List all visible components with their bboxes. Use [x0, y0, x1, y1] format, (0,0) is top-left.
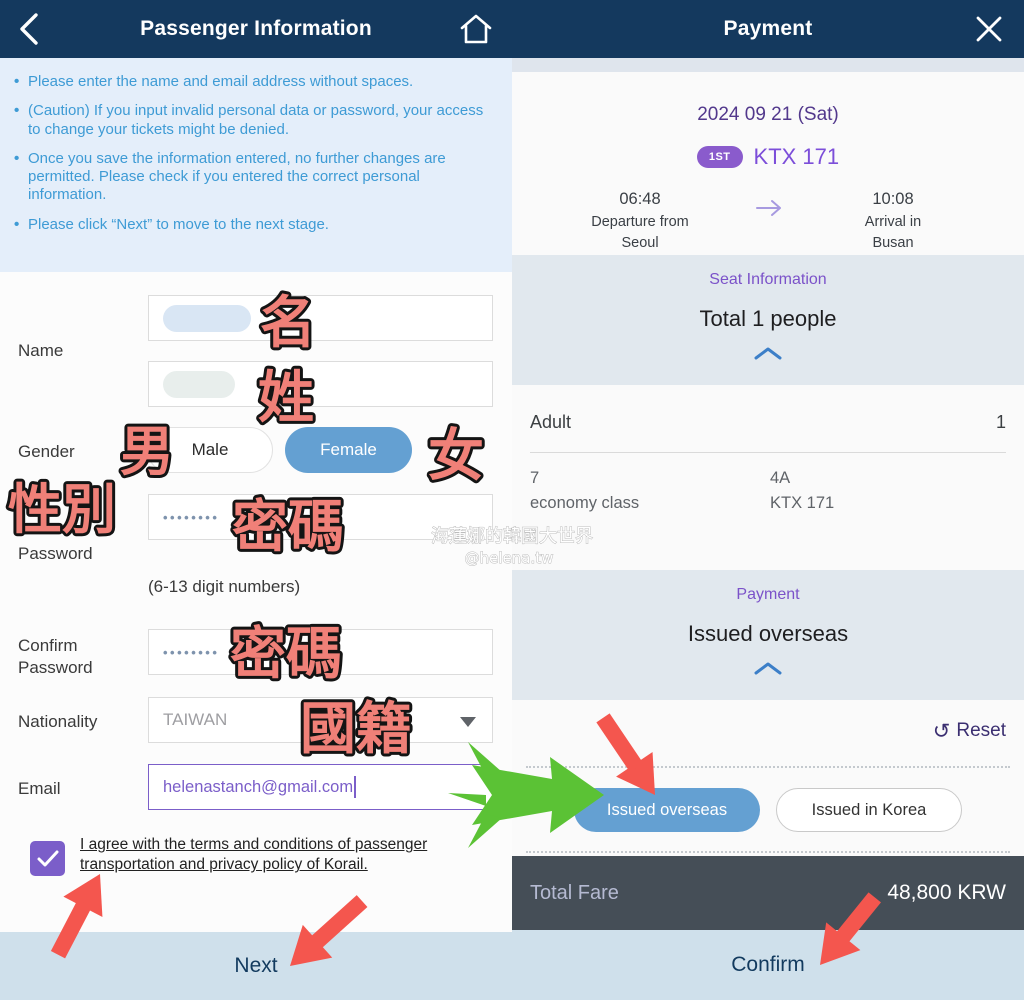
redacted-first-name [163, 304, 251, 332]
notice-item: • Please enter the name and email address… [14, 73, 414, 90]
seat-train-detail: 4A KTX 171 [770, 466, 834, 516]
bullet: • [14, 102, 20, 120]
passenger-info-header: Passenger Information [0, 0, 512, 58]
total-fare-bar: Total Fare 48,800 KRW [512, 856, 1024, 930]
dotted-divider [526, 766, 1010, 768]
agree-checkbox[interactable] [30, 841, 65, 876]
train-number: KTX 171 [753, 144, 840, 169]
confirm-password-masked-value: •••••••• [163, 644, 220, 660]
redacted-last-name [163, 370, 235, 398]
seat-summary: Total 1 people [699, 306, 837, 331]
notice-item: • Once you save the information entered, … [14, 149, 446, 204]
reset-button[interactable]: ↺ Reset [932, 719, 1006, 743]
dotted-divider [526, 851, 1010, 853]
payment-summary: Issued overseas [687, 621, 849, 646]
car-number: 7 [530, 469, 540, 487]
class-badge: 1ST [696, 146, 743, 168]
total-fare-value: 48,800 KRW [887, 881, 1006, 904]
passenger-count-row: Adult 1 [530, 412, 1006, 433]
bullet: • [14, 73, 20, 90]
close-icon[interactable] [974, 14, 1004, 44]
last-name-input[interactable] [148, 361, 493, 407]
payment-screen: Payment 2024 09 21 (Sat) 1ST KTX 171 06:… [512, 0, 1024, 1000]
reset-icon: ↺ [932, 719, 951, 743]
notice-panel: • Please enter the name and email address… [0, 58, 512, 272]
password-input[interactable]: •••••••• [148, 494, 493, 540]
home-icon[interactable] [458, 12, 494, 46]
notice-item: • (Caution) If you input invalid personal… [14, 102, 484, 138]
page-title: Payment [723, 17, 813, 40]
car-class-detail: 7 economy class [530, 466, 639, 516]
seat-number: 4A [770, 469, 791, 487]
train-number: KTX 171 [770, 494, 835, 513]
collapse-seat-section[interactable] [512, 346, 1024, 365]
payment-method-section: Payment Issued overseas [512, 570, 1024, 700]
arrival-time: 10:08 [872, 190, 914, 208]
notice-item: • Please click “Next” to move to the next… [14, 215, 329, 233]
nationality-label: Nationality [18, 712, 98, 731]
text-cursor [354, 776, 357, 798]
chevron-up-icon [754, 662, 782, 675]
confirm-password-label: Confirm Password [18, 636, 93, 678]
nationality-select[interactable]: TAIWAN [148, 697, 493, 743]
check-icon [37, 850, 58, 866]
back-icon[interactable] [18, 12, 40, 46]
password-masked-value: •••••••• [163, 509, 220, 525]
collapse-payment-section[interactable] [512, 661, 1024, 680]
next-button[interactable]: Next [0, 932, 512, 1000]
arrow-right-icon [756, 200, 781, 216]
section-title: Payment [736, 586, 800, 603]
email-field[interactable]: helenastanch@gmail.com [148, 764, 493, 810]
password-hint: (6-13 digit numbers) [148, 577, 301, 596]
email-label: Email [18, 779, 61, 798]
issued-in-korea-button[interactable]: Issued in Korea [776, 788, 962, 832]
terms-link[interactable]: I agree with the terms and conditions of… [80, 836, 428, 874]
first-name-input[interactable] [148, 295, 493, 341]
row-divider [530, 452, 1006, 453]
passenger-type: Adult [530, 412, 572, 432]
departure-time: 06:48 [619, 190, 661, 208]
dropdown-caret-icon [460, 717, 476, 727]
departure-info: 06:48 Departure from Seoul [560, 188, 720, 254]
class-name: economy class [530, 494, 640, 513]
confirm-password-input[interactable]: •••••••• [148, 629, 493, 675]
page-title: Passenger Information [140, 17, 372, 40]
trip-date: 2024 09 21 (Sat) [697, 104, 839, 125]
confirm-button[interactable]: Confirm [512, 930, 1024, 1000]
payment-header: Payment [512, 0, 1024, 58]
email-value: helenastanch@gmail.com [163, 777, 354, 796]
gender-label: Gender [18, 442, 75, 461]
password-label: Password [18, 544, 93, 563]
header-divider [512, 58, 1024, 72]
gender-female-button[interactable]: Female [285, 427, 412, 473]
chevron-up-icon [754, 347, 782, 360]
gender-male-button[interactable]: Male [147, 427, 273, 473]
passenger-count: 1 [995, 412, 1006, 432]
arrival-info: 10:08 Arrival in Busan [809, 188, 977, 254]
train-info-row: 1ST KTX 171 [512, 144, 1024, 170]
issued-overseas-button[interactable]: Issued overseas [574, 788, 760, 832]
total-fare-label: Total Fare [530, 881, 619, 904]
nationality-value: TAIWAN [163, 710, 228, 729]
bullet: • [14, 149, 20, 167]
section-title: Seat Information [709, 271, 827, 288]
name-label: Name [18, 341, 64, 360]
seat-information-section: Seat Information Total 1 people [512, 255, 1024, 385]
bullet: • [14, 215, 20, 233]
